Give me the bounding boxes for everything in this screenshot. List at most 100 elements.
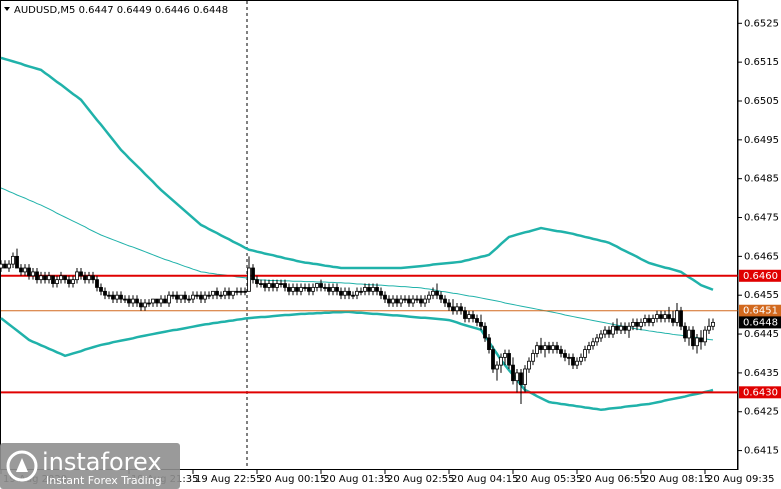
candle-body [507, 353, 511, 366]
candle-body [395, 298, 399, 304]
y-tick-label: 0.6455 [744, 290, 779, 301]
candle-body [47, 275, 51, 281]
candle-body [287, 287, 291, 292]
candle-body [551, 345, 555, 350]
candle-body [419, 298, 423, 304]
candle-body [503, 353, 507, 358]
y-tick-label: 0.6465 [744, 251, 779, 262]
candle-body [195, 294, 199, 297]
candle-body [515, 372, 519, 382]
y-tick-label: 0.6505 [744, 96, 779, 107]
candle-body [431, 290, 435, 296]
x-tick-label: 20 Aug 08:15 [643, 474, 710, 485]
candle-body [539, 345, 543, 350]
candle-body [631, 321, 635, 327]
price-axis: 0.6525 0.6515 0.6505 0.6495 0.6485 0.6475 0.64… [737, 0, 779, 470]
candle-body [239, 290, 243, 293]
level-label-box [739, 304, 781, 317]
candle-body [407, 298, 411, 304]
candle-body [223, 290, 227, 296]
candle-body [627, 325, 631, 331]
candle-body [499, 356, 503, 366]
candle-body [255, 279, 259, 284]
candle-body [635, 321, 639, 327]
candle-body [583, 349, 587, 358]
candle-body [579, 356, 583, 362]
candle-body [523, 368, 527, 385]
y-tick-label: 0.6515 [744, 57, 779, 68]
candle-body [555, 345, 559, 350]
candle-body [99, 287, 103, 292]
candle-body [79, 271, 83, 277]
chart-header: AUDUSD,M5 0.6447 0.6449 0.6446 0.6448 [14, 5, 228, 16]
candle-body [135, 298, 139, 304]
candle-body [59, 275, 63, 281]
candle-body [695, 337, 699, 347]
candle-body [567, 356, 571, 359]
y-tick-label: 0.6445 [744, 329, 779, 340]
candle-body [203, 294, 207, 300]
indicator-line [0, 187, 714, 341]
y-tick-label: 0.6485 [744, 174, 779, 185]
y-tick-label: 0.6525 [744, 18, 779, 29]
candle-body [11, 255, 15, 265]
y-tick-label: 0.6425 [744, 407, 779, 418]
candle-body [619, 325, 623, 331]
candle-body [35, 271, 39, 281]
x-tick-label: 20 Aug 06:55 [579, 474, 646, 485]
candle-body [91, 275, 95, 281]
candle-body [39, 275, 43, 281]
logo-tagline: Instant Forex Trading [46, 474, 162, 487]
candle-body [435, 290, 439, 296]
candle-body [343, 290, 347, 296]
level-label-text: 0.6451 [743, 306, 778, 317]
candle-body [231, 290, 235, 296]
candle-body [123, 298, 127, 301]
level-label-box [739, 386, 781, 399]
candle-body [51, 275, 55, 284]
candle-body [667, 314, 671, 319]
candle-body [159, 298, 163, 304]
candle-body [707, 325, 711, 331]
y-tick-label: 0.6435 [744, 368, 779, 379]
candle-body [279, 283, 283, 285]
candle-body [647, 318, 651, 323]
x-tick-label: 20 Aug 01:35 [323, 474, 390, 485]
candle-body [115, 294, 119, 300]
candle-body [75, 271, 79, 281]
candle-body [3, 263, 7, 269]
candle-body [375, 287, 379, 292]
candle-body [151, 298, 155, 304]
candle-body [483, 325, 487, 339]
candle-body [595, 337, 599, 343]
candle-body [243, 290, 247, 293]
candle-body [471, 314, 475, 319]
candle-body [383, 294, 387, 300]
candle-body [319, 283, 323, 288]
candle-body [179, 294, 183, 300]
x-tick-label: 20 Aug 00:15 [259, 474, 326, 485]
candle-body [675, 310, 679, 323]
candle-body [19, 267, 23, 273]
candle-body [15, 255, 19, 269]
candle-body [615, 325, 619, 331]
last-price: 0.6448 [739, 316, 781, 329]
candle-body [131, 298, 135, 304]
candle-body [639, 321, 643, 327]
candle-body [183, 294, 187, 300]
candle-body [55, 279, 59, 284]
level-label-text: 0.6460 [743, 271, 778, 282]
logo-name: instaforex [42, 448, 162, 476]
candle-body [439, 294, 443, 300]
candle-body [171, 294, 175, 297]
menu-arrow[interactable] [4, 7, 10, 11]
candle-body [155, 298, 159, 304]
candle-body [347, 290, 351, 296]
level-label-box [739, 269, 781, 282]
candle-body [611, 325, 615, 335]
candle-body [651, 318, 655, 323]
candle-body [307, 287, 311, 292]
candle-body [107, 294, 111, 297]
candle-body [575, 360, 579, 366]
x-tick-label: 19 Aug 22:55 [195, 474, 262, 485]
